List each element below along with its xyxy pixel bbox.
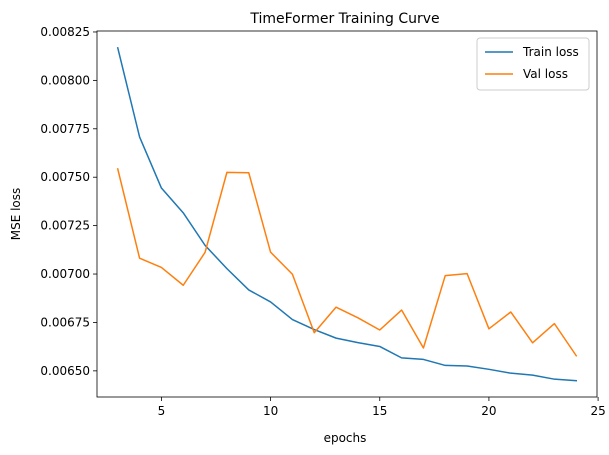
plot-frame (96, 30, 598, 398)
legend-label: Train loss (522, 45, 579, 59)
x-tick-label: 20 (481, 404, 496, 418)
y-tick-label: 0.00825 (40, 25, 90, 39)
y-tick-label: 0.00700 (40, 267, 90, 281)
x-tick-label: 10 (263, 404, 278, 418)
legend-box (476, 37, 590, 91)
legend: Train loss Val loss (476, 37, 590, 91)
x-tick-label: 5 (158, 404, 166, 418)
legend-label: Val loss (523, 67, 568, 81)
y-tick-label: 0.00750 (40, 170, 90, 184)
y-axis-ticks: 0.00650 0.00675 0.00700 0.00725 0.00750 0.007… (40, 25, 97, 378)
y-tick-label: 0.00675 (40, 315, 90, 329)
series-line-val-loss (116, 167, 578, 357)
chart-title: TimeFormer Training Curve (249, 11, 439, 27)
x-axis-ticks: 5 10 15 20 25 (158, 397, 606, 418)
y-tick-label: 0.00800 (40, 73, 90, 87)
series-layer (116, 46, 578, 382)
y-tick-label: 0.00775 (40, 122, 90, 136)
y-tick-label: 0.00650 (40, 364, 90, 378)
x-tick-label: 15 (372, 404, 387, 418)
series-line-train-loss (116, 46, 578, 382)
y-tick-label: 0.00725 (40, 219, 90, 233)
x-axis-label: epochs (324, 431, 367, 445)
x-tick-label: 25 (590, 404, 605, 418)
y-axis-label: MSE loss (9, 188, 23, 241)
